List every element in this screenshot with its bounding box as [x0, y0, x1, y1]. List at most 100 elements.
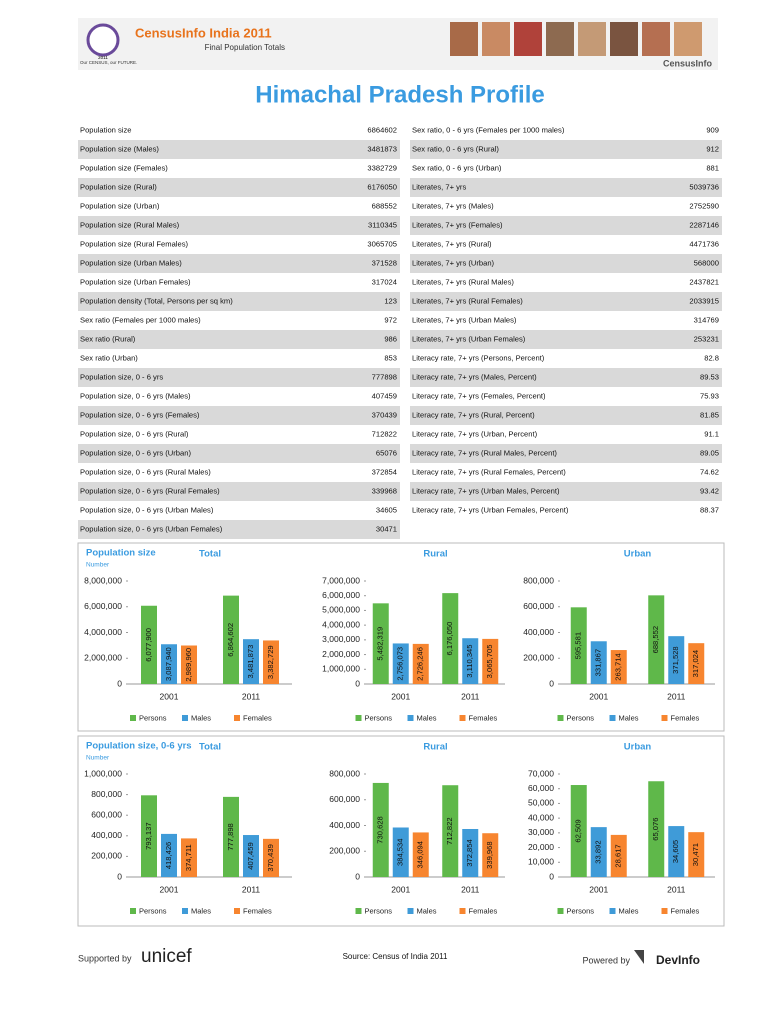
panel-unit: Number	[86, 562, 110, 569]
legend-swatch	[355, 715, 362, 721]
value-label: 371,528	[671, 646, 680, 673]
x-tick-label: 2001	[391, 884, 410, 894]
row-shade	[78, 178, 400, 197]
row-value: 712822	[372, 430, 397, 439]
row-value: 909	[706, 126, 719, 135]
row-value: 5039736	[689, 183, 719, 192]
y-tick-label: 6,000,000	[322, 590, 360, 600]
value-label: 65,076	[651, 818, 660, 841]
row-value: 123	[384, 297, 397, 306]
row-label: Literacy rate, 7+ yrs (Rural Females, Pe…	[412, 468, 566, 477]
legend-swatch	[182, 715, 188, 721]
row-label: Population size, 0 - 6 yrs (Rural Males)	[80, 468, 211, 477]
value-label: 331,867	[594, 649, 603, 676]
row-value: 881	[706, 164, 719, 173]
row-label: Population size (Urban Males)	[80, 259, 182, 268]
row-shade	[410, 330, 722, 349]
legend-label: Females	[243, 713, 272, 722]
row-shade	[410, 368, 722, 387]
powered-by: Powered by	[582, 955, 630, 965]
legend-swatch	[234, 908, 240, 914]
row-value: 568000	[694, 259, 719, 268]
y-tick-label: 200,000	[91, 851, 122, 861]
y-tick-label: 10,000	[528, 857, 554, 867]
value-label: 6,077,900	[144, 628, 153, 662]
row-shade	[410, 216, 722, 235]
photo-strip	[450, 22, 702, 56]
row-value: 93.42	[700, 487, 719, 496]
y-tick-label: 4,000,000	[84, 627, 122, 637]
bar	[570, 785, 587, 877]
bar	[648, 595, 665, 684]
row-label: Sex ratio, 0 - 6 yrs (Females per 1000 m…	[412, 126, 565, 135]
brand: CensusInfo India 2011	[135, 25, 272, 40]
panel-title: Population size	[86, 548, 156, 559]
value-label: 339,968	[485, 841, 494, 868]
legend-label: Females	[671, 906, 700, 915]
row-value: 6864602	[367, 126, 397, 135]
bar	[263, 640, 279, 684]
y-tick-label: 1,000,000	[84, 768, 122, 778]
value-label: 688,552	[651, 626, 660, 653]
bar	[570, 607, 587, 684]
bar	[372, 603, 389, 684]
bar	[223, 796, 239, 877]
row-shade	[410, 444, 722, 463]
row-value: 407459	[372, 392, 397, 401]
row-value: 370439	[372, 411, 397, 420]
row-label: Literacy rate, 7+ yrs (Rural Males, Perc…	[412, 449, 557, 458]
row-value: 3481873	[367, 145, 397, 154]
legend-swatch	[355, 908, 362, 914]
x-tick-label: 2011	[242, 691, 261, 701]
value-label: 3,481,873	[246, 645, 255, 679]
row-value: 777898	[372, 373, 397, 382]
chart-title: Total	[199, 549, 221, 560]
legend-label: Males	[191, 906, 211, 915]
value-label: 793,137	[144, 822, 153, 849]
legend-label: Persons	[139, 906, 167, 915]
value-label: 370,439	[266, 844, 275, 871]
row-value: 372854	[372, 468, 397, 477]
row-value: 91.1	[704, 430, 719, 439]
legend-label: Males	[619, 713, 639, 722]
row-shade	[78, 216, 400, 235]
row-value: 89.53	[700, 373, 719, 382]
y-tick-label: 4,000,000	[322, 619, 360, 629]
chart-title: Rural	[423, 742, 447, 753]
brand-subtitle: Final Population Totals	[205, 43, 285, 52]
row-label: Population size, 0 - 6 yrs	[80, 373, 163, 382]
supported-by: Supported by	[78, 953, 132, 963]
value-label: 6,176,050	[445, 622, 454, 656]
row-value: 65076	[376, 449, 397, 458]
legend-swatch	[609, 908, 616, 914]
row-label: Population size, 0 - 6 yrs (Males)	[80, 392, 191, 401]
x-tick-label: 2011	[242, 884, 261, 894]
legend-swatch	[661, 908, 668, 914]
bar	[482, 833, 499, 877]
value-label: 418,426	[164, 842, 173, 869]
row-value: 986	[384, 335, 397, 344]
page-title: Himachal Pradesh Profile	[255, 81, 544, 108]
bar	[141, 605, 157, 684]
y-tick-label: 0	[549, 871, 554, 881]
row-value: 2287146	[689, 221, 719, 230]
row-label: Population size (Rural Females)	[80, 240, 189, 249]
chart-title: Total	[199, 742, 221, 753]
bar	[243, 835, 259, 877]
value-label: 2,726,246	[416, 647, 425, 681]
row-label: Literates, 7+ yrs (Rural Females)	[412, 297, 523, 306]
devinfo-icon	[634, 950, 644, 964]
value-label: 384,534	[396, 839, 405, 866]
bar	[161, 644, 177, 684]
bar	[412, 832, 429, 877]
legend-swatch	[609, 715, 616, 721]
row-label: Sex ratio (Urban)	[80, 354, 138, 363]
unicef-logo: unicef	[141, 946, 192, 967]
value-label: 372,854	[465, 839, 474, 866]
row-value: 253231	[694, 335, 719, 344]
legend-label: Females	[469, 906, 498, 915]
y-tick-label: 5,000,000	[322, 605, 360, 615]
row-shade	[78, 254, 400, 273]
row-shade	[410, 482, 722, 501]
row-value: 89.05	[700, 449, 719, 458]
